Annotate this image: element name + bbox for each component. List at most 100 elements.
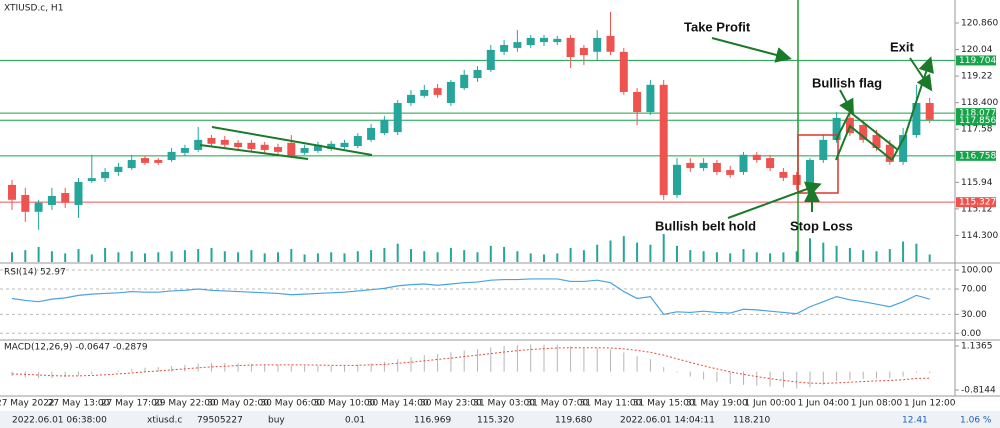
candle-body <box>766 158 775 169</box>
status-field: buy <box>268 416 285 426</box>
candle-body <box>127 159 136 169</box>
x-tick-label: 31 May 03:00 <box>473 399 535 409</box>
candle-body <box>180 148 189 153</box>
candle-body <box>274 147 282 152</box>
x-tick-label: 1 Jun 00:00 <box>744 399 796 409</box>
rsi-title: RSI(14) 52.97 <box>4 268 66 278</box>
candle-body <box>699 162 708 169</box>
candle-body <box>619 51 628 92</box>
candle-body <box>859 125 868 140</box>
rsi-line <box>11 278 930 315</box>
x-tick-label: 30 May 23:00 <box>420 399 482 409</box>
candle-body <box>752 154 761 160</box>
chart-title: XTIUSD.c, H1 <box>4 4 63 14</box>
candle-body <box>832 117 841 140</box>
candle-body <box>540 37 548 43</box>
y-tick-label: 1.1365 <box>961 341 993 351</box>
candle-body <box>899 135 908 162</box>
y-tick-label: 30.00 <box>961 310 987 320</box>
candle-body <box>659 84 668 195</box>
x-tick-label: 31 May 11:00 <box>580 399 642 409</box>
candle-body <box>260 144 269 150</box>
candle-body <box>606 35 615 52</box>
level-label-box <box>956 150 996 161</box>
candle-body <box>553 38 562 43</box>
status-field: 116.969 <box>414 416 451 426</box>
candle-body <box>712 162 721 172</box>
candle-body <box>313 144 322 151</box>
candle-body <box>420 90 429 96</box>
status-field: 2022.06.01 14:04:11 <box>620 416 715 426</box>
x-tick-label: 1 Jun 04:00 <box>798 399 850 409</box>
level-label: 118.077 <box>959 109 996 119</box>
level-label-box <box>956 55 996 66</box>
status-bar <box>0 411 1000 428</box>
candle-body <box>114 166 123 172</box>
candle-body <box>340 142 349 148</box>
candle-body <box>806 159 814 185</box>
candle-body <box>21 194 30 212</box>
level-label-box <box>956 197 996 208</box>
candle-body <box>407 94 415 103</box>
candle-body <box>792 174 801 185</box>
candle-body <box>300 148 309 153</box>
y-tick-label: 115.94 <box>961 178 993 188</box>
y-tick-label: 118.400 <box>961 98 998 108</box>
y-tick-label: -0.8144 <box>961 386 996 396</box>
annotation: Exit <box>890 39 915 54</box>
status-field: 79505227 <box>197 416 243 426</box>
candle-body <box>872 135 881 149</box>
y-tick-label: 119.22 <box>961 72 993 82</box>
candle-body <box>101 171 110 179</box>
candle-body <box>234 142 243 148</box>
level-label: 119.704 <box>959 56 996 66</box>
arrow <box>904 56 934 137</box>
annotation: Stop Loss <box>790 218 853 233</box>
status-field: 118.210 <box>733 416 770 426</box>
x-tick-label: 31 May 15:00 <box>633 399 695 409</box>
level-label: 116.758 <box>959 151 996 161</box>
candle-body <box>460 74 469 89</box>
flag-line <box>835 110 906 161</box>
candle-body <box>327 143 336 149</box>
y-tick-label: 0.00 <box>961 329 981 339</box>
candle-body <box>87 178 96 182</box>
candle-body <box>74 182 83 206</box>
candle-body <box>353 136 362 147</box>
candle-body <box>8 184 16 200</box>
macd-title: MACD(12,26,9) -0.0647 -0.2879 <box>4 343 148 353</box>
candle-body <box>380 119 389 134</box>
candle-body <box>367 127 376 140</box>
candle-body <box>473 69 482 79</box>
candle-body <box>686 162 695 169</box>
x-tick-label: 31 May 19:00 <box>686 399 748 409</box>
x-tick-label: 27 May 2022 <box>0 399 55 409</box>
candle-body <box>646 84 655 113</box>
arrow <box>839 89 854 116</box>
candle-body <box>513 42 522 48</box>
candle-body <box>885 144 894 162</box>
candle-body <box>739 154 748 172</box>
candle-body <box>526 37 535 46</box>
status-field: xtiusd.c <box>147 416 182 426</box>
level-label: 115.327 <box>959 198 996 208</box>
candle-body <box>500 45 509 52</box>
x-tick-label: 1 Jun 12:00 <box>904 399 956 409</box>
candle-body <box>61 193 70 203</box>
x-tick-label: 31 May 07:00 <box>526 399 588 409</box>
y-tick-label: 70.00 <box>961 285 987 295</box>
y-tick-label: 100.00 <box>961 266 993 276</box>
candle-body <box>726 170 735 175</box>
candle-body <box>287 142 296 156</box>
candle-body <box>912 102 921 136</box>
candle-body <box>34 202 43 212</box>
status-field: 12.41 <box>902 416 928 426</box>
x-tick-label: 30 May 02:00 <box>207 399 269 409</box>
candle-body <box>167 151 176 160</box>
candle-body <box>207 137 216 144</box>
x-tick-label: 29 May 22:00 <box>154 399 216 409</box>
candle-body <box>673 164 681 195</box>
candle-body <box>633 91 642 113</box>
